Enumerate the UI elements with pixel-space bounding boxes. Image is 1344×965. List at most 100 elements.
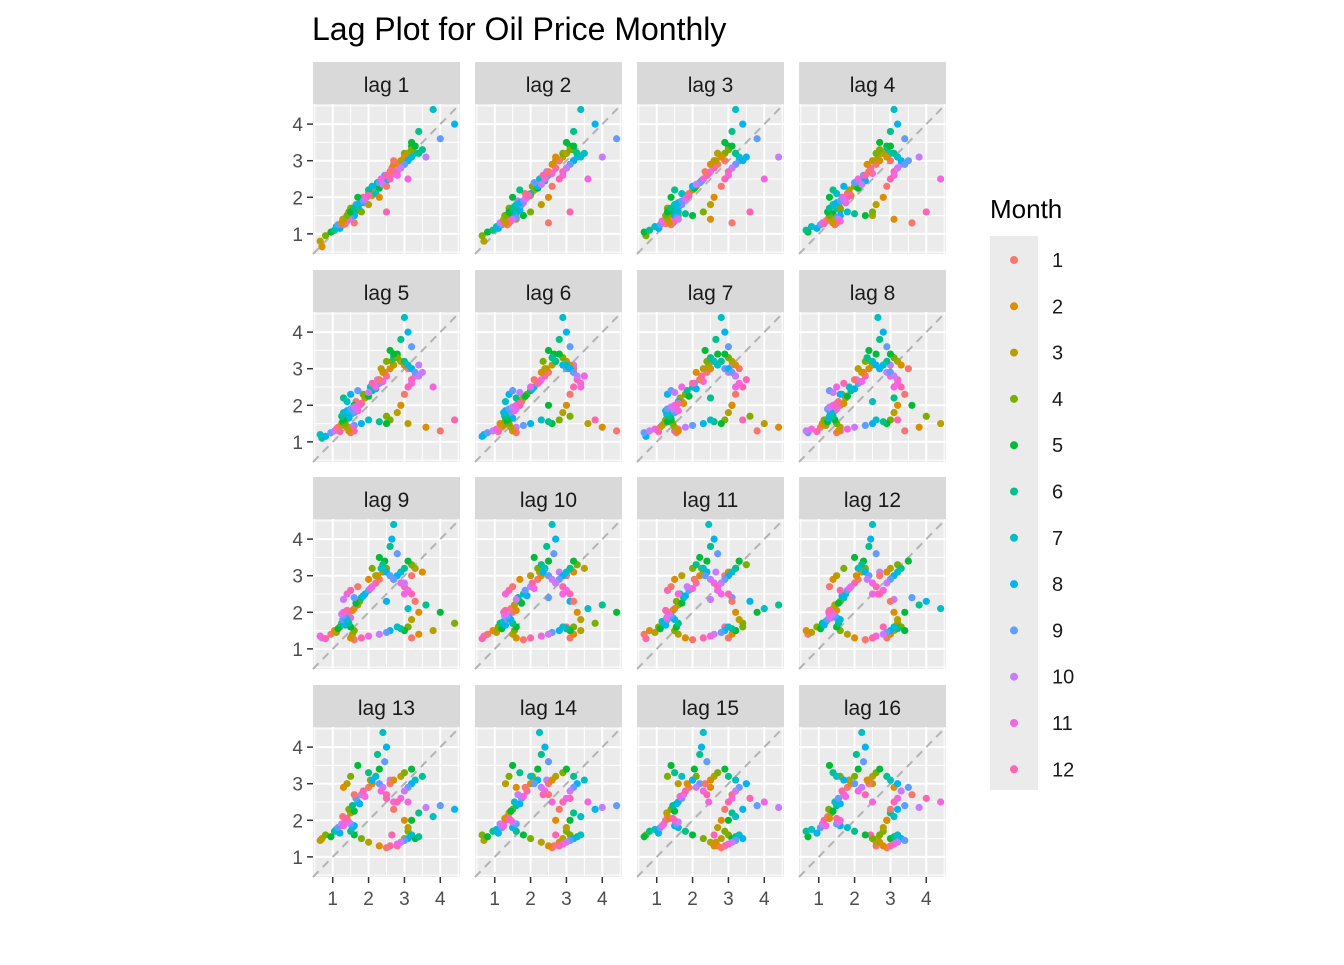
data-point [681,423,690,431]
data-point [753,427,761,435]
data-point [890,215,898,223]
reference-line [798,311,947,463]
legend-key-10 [1010,672,1018,681]
data-point [883,816,891,824]
data-point [375,418,383,426]
data-point [526,208,535,216]
data-point [688,584,697,593]
data-point [714,586,722,594]
x-tick-label: 2 [363,889,374,910]
reference-line [312,726,461,878]
data-point [379,728,387,737]
data-point [364,201,373,209]
data-point [372,572,380,580]
data-point [436,608,444,616]
data-point [400,313,409,322]
data-point [760,175,768,183]
data-point [613,608,621,616]
data-point [327,833,335,841]
data-point [539,568,547,576]
facet-strip [313,685,460,727]
data-point [840,379,848,387]
data-point [509,193,517,201]
data-point [901,427,909,435]
data-point [876,831,884,839]
x-tick-label: 2 [687,889,698,910]
data-point [341,814,349,823]
data-point [509,583,517,591]
facet-strip-label: lag 6 [526,282,572,305]
data-point [382,791,391,799]
data-point [717,182,725,190]
data-point [854,175,862,183]
data-point [922,794,930,802]
facet-strip [475,62,622,104]
data-point [559,798,567,806]
data-point [368,564,376,572]
data-point [407,572,416,580]
facet-panel: lag 6 [474,270,623,463]
data-point [901,608,909,616]
data-point [728,142,736,150]
data-point [386,175,394,183]
data-point [775,601,783,609]
facet-strip-label: lag 7 [688,282,734,305]
data-point [577,831,585,839]
data-point [359,592,367,600]
data-point [580,564,588,572]
data-point [845,186,853,194]
data-point [510,601,519,609]
data-point [717,628,725,637]
data-point [676,792,684,801]
data-point [854,765,862,773]
data-point [382,182,391,190]
data-point [833,399,841,408]
data-point [544,758,553,766]
legend-label-10: 10 [1052,667,1074,689]
data-point [523,592,531,600]
data-point [868,208,877,216]
y-tick-label: 2 [292,396,303,417]
data-point [357,419,366,428]
data-point [562,401,571,409]
facet-strip-label: lag 9 [364,489,410,512]
y-tick-label: 3 [292,152,303,173]
reference-line [636,311,785,463]
data-point [559,409,567,417]
data-point [509,387,517,395]
data-point [339,822,348,830]
data-point [836,390,844,398]
data-point [861,791,869,799]
data-point [893,416,902,424]
data-point [861,421,869,430]
data-point [843,208,852,216]
x-tick-label: 2 [525,889,536,910]
data-point [548,798,556,806]
data-point [386,542,394,551]
data-point [519,831,528,839]
data-point [836,586,844,594]
data-point [544,168,553,176]
data-point [519,211,528,220]
data-point [359,787,367,795]
data-point [735,616,743,624]
data-point [544,193,553,201]
x-tick-label: 3 [399,889,410,910]
data-point [518,599,526,607]
data-point [901,135,909,143]
data-point [348,802,357,810]
data-point [569,597,578,605]
data-point [375,553,383,562]
data-point [807,825,816,834]
data-point [393,171,401,179]
data-point [868,590,877,598]
data-point [845,191,853,200]
data-point [552,772,560,780]
data-point [858,728,866,737]
data-point [850,423,859,431]
data-point [382,628,391,637]
data-point [422,601,430,609]
data-point [400,769,409,777]
data-point [893,780,902,788]
